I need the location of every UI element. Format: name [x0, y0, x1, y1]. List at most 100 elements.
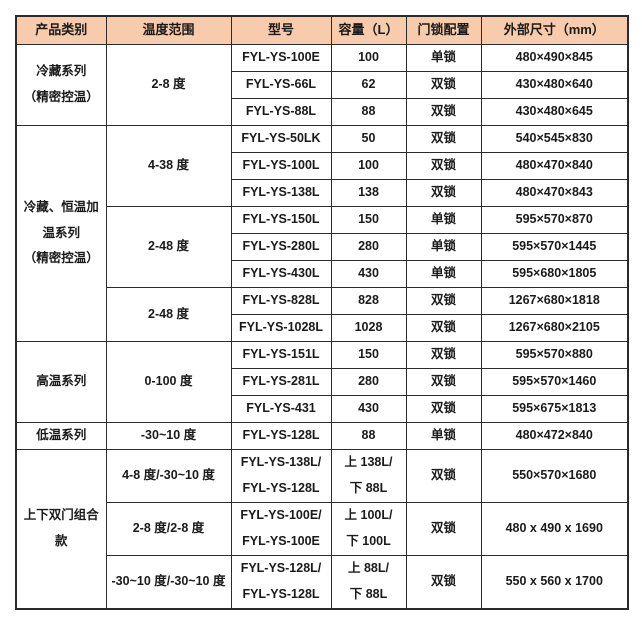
table-row: FYL-YS-431 430 双锁 595×675×1813	[16, 395, 629, 423]
size-cell: 540×545×830	[480, 125, 629, 153]
capacity-cell: 150	[330, 206, 407, 234]
header-model: 型号	[230, 15, 332, 45]
size-cell: 430×480×640	[480, 71, 629, 99]
temp-range-cell: 2-8 度/2-8 度	[105, 502, 232, 556]
size-cell: 595×675×1813	[480, 395, 629, 423]
lock-cell: 双锁	[405, 341, 482, 369]
size-cell: 595×570×880	[480, 341, 629, 369]
capacity-cell: 50	[330, 125, 407, 153]
capacity-cell: 62	[330, 71, 407, 99]
lock-cell: 双锁	[405, 395, 482, 423]
model-cell: FYL-YS-150L	[230, 206, 332, 234]
model-cell: FYL-YS-280L	[230, 233, 332, 261]
table-row: FYL-YS-1028L 1028 双锁 1267×680×2105	[16, 314, 629, 342]
model-cell: FYL-YS-430L	[230, 260, 332, 288]
capacity-cell: 100	[330, 152, 407, 180]
header-dimensions: 外部尺寸（mm）	[480, 15, 629, 45]
capacity-cell: 上 100L/ 下 100L	[330, 502, 407, 556]
category-cell: 低温系列	[15, 422, 107, 450]
model-cell: FYL-YS-88L	[230, 98, 332, 126]
size-cell: 430×480×645	[480, 98, 629, 126]
header-temp-range: 温度范围	[105, 15, 232, 45]
lock-cell: 双锁	[405, 502, 482, 556]
capacity-cell: 280	[330, 368, 407, 396]
table-row: -30~10 度/-30~10 度 FYL-YS-128L/ FYL-YS-12…	[16, 555, 629, 610]
table-row: 上下双门组合 款 4-8 度/-30~10 度 FYL-YS-138L/ FYL…	[15, 449, 629, 610]
table-row: 高温系列 0-100 度 FYL-YS-151L 150 双锁 595×570×…	[15, 341, 629, 423]
capacity-cell: 上 88L/ 下 88L	[330, 555, 407, 610]
capacity-cell: 88	[330, 422, 407, 450]
table-header: 产品类别 温度范围 型号 容量（L） 门锁配置 外部尺寸（mm）	[15, 15, 629, 45]
capacity-cell: 430	[330, 395, 407, 423]
temp-range-cell: 4-38 度	[105, 125, 232, 207]
table-row: FYL-YS-430L 430 单锁 595×680×1805	[16, 260, 629, 288]
model-cell: FYL-YS-828L	[230, 287, 332, 315]
category-cell: 冷藏、恒温加 温系列 （精密控温）	[15, 125, 107, 342]
lock-cell: 双锁	[405, 152, 482, 180]
lock-cell: 单锁	[405, 260, 482, 288]
category-cell: 高温系列	[15, 341, 107, 423]
model-cell: FYL-YS-50LK	[230, 125, 332, 153]
temp-range-cell: 2-48 度	[105, 287, 232, 342]
capacity-cell: 280	[330, 233, 407, 261]
model-cell: FYL-YS-128L	[230, 422, 332, 450]
lock-cell: 双锁	[405, 98, 482, 126]
lock-cell: 双锁	[405, 287, 482, 315]
size-cell: 480×470×840	[480, 152, 629, 180]
table-row: FYL-YS-138L 138 双锁 480×470×843	[16, 179, 629, 207]
temp-range-cell: 2-48 度	[105, 206, 232, 288]
capacity-cell: 1028	[330, 314, 407, 342]
table-body: 冷藏系列 （精密控温） 2-8 度 FYL-YS-100E 100 单锁 480…	[15, 44, 629, 610]
model-cell: FYL-YS-151L	[230, 341, 332, 369]
lock-cell: 双锁	[405, 368, 482, 396]
capacity-cell: 828	[330, 287, 407, 315]
temp-range-cell: 0-100 度	[105, 341, 232, 423]
model-cell: FYL-YS-281L	[230, 368, 332, 396]
model-cell: FYL-YS-138L	[230, 179, 332, 207]
capacity-cell: 上 138L/ 下 88L	[330, 449, 407, 503]
table-row: 冷藏系列 （精密控温） 2-8 度 FYL-YS-100E 100 单锁 480…	[15, 44, 629, 126]
lock-cell: 单锁	[405, 422, 482, 450]
lock-cell: 双锁	[405, 449, 482, 503]
header-lock: 门锁配置	[405, 15, 482, 45]
lock-cell: 单锁	[405, 233, 482, 261]
size-cell: 595×680×1805	[480, 260, 629, 288]
model-cell: FYL-YS-138L/ FYL-YS-128L	[230, 449, 332, 503]
capacity-cell: 88	[330, 98, 407, 126]
table-row: 低温系列 -30~10 度 FYL-YS-128L 88 单锁 480×472×…	[15, 422, 629, 450]
temp-range-cell: 4-8 度/-30~10 度	[105, 449, 232, 503]
size-cell: 480×490×845	[480, 44, 629, 72]
table-row: FYL-YS-88L 88 双锁 430×480×645	[16, 98, 629, 126]
model-cell: FYL-YS-431	[230, 395, 332, 423]
category-cell: 冷藏系列 （精密控温）	[15, 44, 107, 126]
table-row: FYL-YS-100L 100 双锁 480×470×840	[16, 152, 629, 180]
category-cell: 上下双门组合 款	[15, 449, 107, 610]
model-cell: FYL-YS-66L	[230, 71, 332, 99]
capacity-cell: 138	[330, 179, 407, 207]
size-cell: 595×570×870	[480, 206, 629, 234]
size-cell: 480×472×840	[480, 422, 629, 450]
table-row: 2-48 度 FYL-YS-828L 828 双锁 1267×680×1818	[16, 287, 629, 342]
size-cell: 1267×680×1818	[480, 287, 629, 315]
capacity-cell: 150	[330, 341, 407, 369]
model-cell: FYL-YS-100L	[230, 152, 332, 180]
temp-range-cell: 2-8 度	[105, 44, 232, 126]
temp-range-cell: -30~10 度/-30~10 度	[105, 555, 232, 610]
size-cell: 595×570×1460	[480, 368, 629, 396]
size-cell: 1267×680×2105	[480, 314, 629, 342]
table-row: FYL-YS-281L 280 双锁 595×570×1460	[16, 368, 629, 396]
size-cell: 550 x 560 x 1700	[480, 555, 629, 610]
model-cell: FYL-YS-100E	[230, 44, 332, 72]
capacity-cell: 100	[330, 44, 407, 72]
model-cell: FYL-YS-100E/ FYL-YS-100E	[230, 502, 332, 556]
capacity-cell: 430	[330, 260, 407, 288]
size-cell: 595×570×1445	[480, 233, 629, 261]
header-category: 产品类别	[15, 15, 107, 45]
table-row: 2-48 度 FYL-YS-150L 150 单锁 595×570×870	[16, 206, 629, 288]
table-row: FYL-YS-66L 62 双锁 430×480×640	[16, 71, 629, 99]
model-cell: FYL-YS-1028L	[230, 314, 332, 342]
size-cell: 480 x 490 x 1690	[480, 502, 629, 556]
lock-cell: 单锁	[405, 44, 482, 72]
lock-cell: 双锁	[405, 71, 482, 99]
